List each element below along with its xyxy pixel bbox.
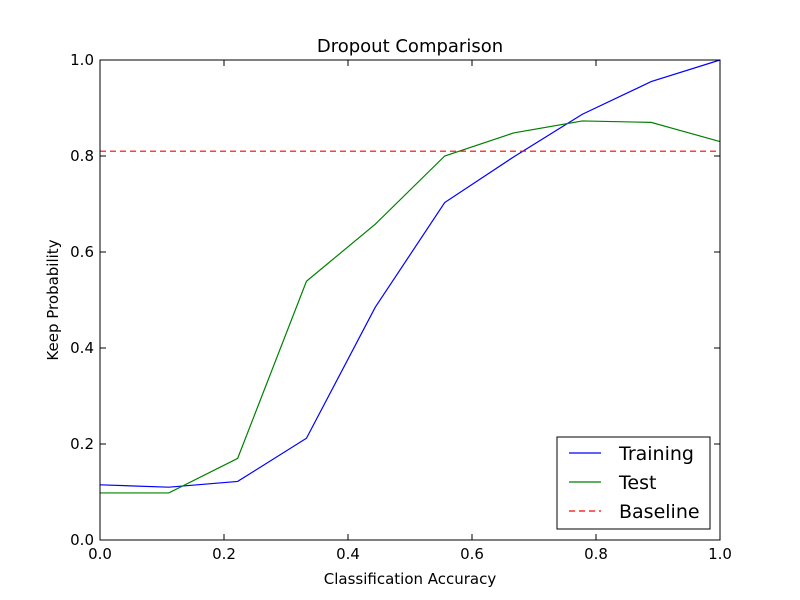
chart-title: Dropout Comparison: [317, 36, 503, 57]
x-tick-label: 0.2: [212, 545, 236, 563]
y-tick-label: 0.0: [70, 531, 94, 549]
series-layer: [99, 59, 721, 494]
y-tick-label: 0.6: [70, 243, 94, 261]
y-tick-label: 1.0: [70, 51, 94, 69]
x-tick-label: 0.0: [88, 545, 112, 563]
x-tick-label: 0.6: [460, 545, 484, 563]
x-tick-label: 0.8: [584, 545, 608, 563]
x-tick-label: 1.0: [708, 545, 732, 563]
series-line-test: [100, 120, 721, 494]
plot-frame: [99, 59, 721, 541]
x-tick-label: 0.4: [336, 545, 360, 563]
legend: Training Test Baseline: [556, 436, 711, 530]
legend-label-training: Training: [618, 443, 694, 465]
legend-box: [556, 436, 711, 530]
y-tick-label: 0.2: [70, 435, 94, 453]
y-axis-label: Keep Probability: [44, 239, 62, 360]
y-tick-label: 0.4: [70, 339, 94, 357]
series-line-training: [99, 59, 721, 488]
y-tick-label: 0.8: [70, 147, 94, 165]
x-axis-label: Classification Accuracy: [324, 570, 497, 588]
tick-layer: 0.0 0.2 0.4 0.6 0.8 1.0 0.0 0.2 0.4 0.6 0.8 1.0: [70, 51, 732, 563]
legend-label-test: Test: [618, 472, 656, 494]
legend-label-baseline: Baseline: [619, 501, 700, 523]
